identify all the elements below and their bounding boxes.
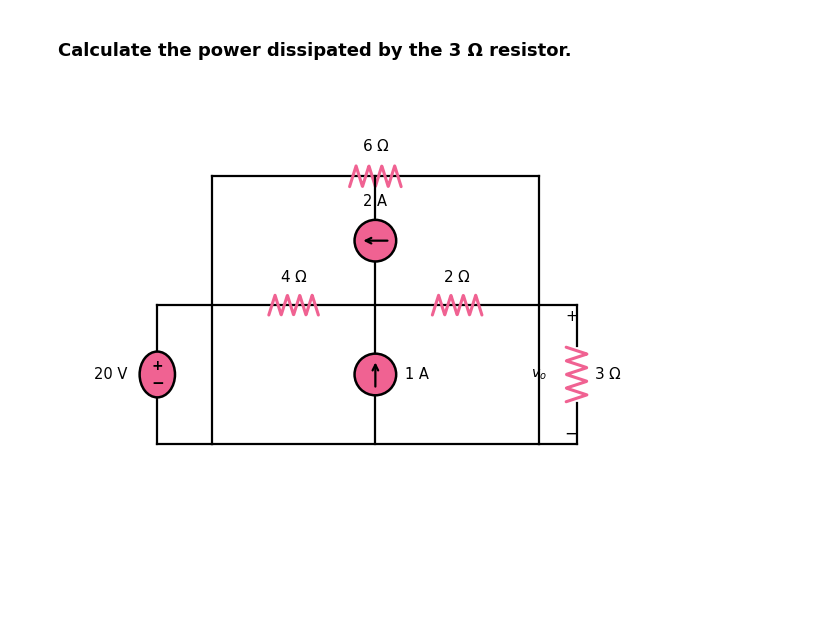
Text: 2 $\Omega$: 2 $\Omega$ (443, 269, 471, 285)
Text: −: − (565, 425, 579, 443)
Circle shape (355, 220, 397, 261)
Circle shape (355, 353, 397, 395)
Text: $v_o$: $v_o$ (531, 367, 546, 382)
Text: 4 $\Omega$: 4 $\Omega$ (280, 269, 307, 285)
Text: Calculate the power dissipated by the 3 Ω resistor.: Calculate the power dissipated by the 3 … (58, 42, 571, 60)
Text: +: + (566, 309, 578, 324)
Text: 6 $\Omega$: 6 $\Omega$ (362, 139, 389, 154)
Text: 1 A: 1 A (405, 367, 429, 382)
Text: +: + (152, 358, 163, 372)
Text: 3 $\Omega$: 3 $\Omega$ (595, 367, 622, 382)
Text: 20 V: 20 V (94, 367, 127, 382)
Text: 2 A: 2 A (363, 194, 387, 209)
Ellipse shape (140, 352, 175, 398)
Text: −: − (151, 376, 163, 391)
